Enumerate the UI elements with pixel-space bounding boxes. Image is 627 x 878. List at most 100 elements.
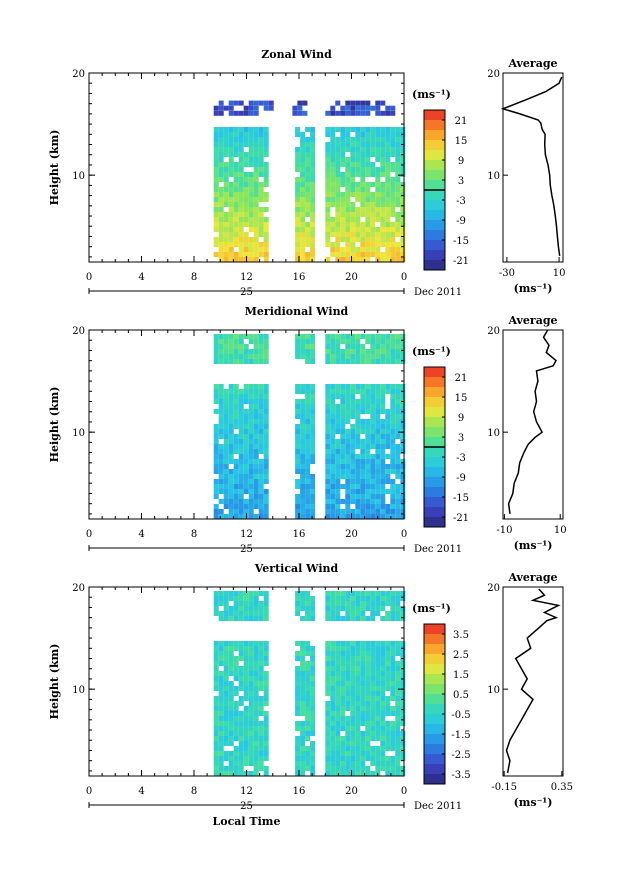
heatmap-cell — [340, 439, 346, 444]
heatmap-cell — [300, 474, 306, 479]
heatmap-cell — [355, 494, 361, 499]
heatmap-cell — [233, 726, 239, 731]
heatmap-cell — [380, 110, 386, 116]
heatmap-cell — [335, 257, 341, 262]
heatmap-cell — [233, 721, 239, 726]
heatmap-cell — [223, 222, 229, 227]
heatmap-cell — [295, 756, 301, 761]
heatmap-cell — [305, 484, 311, 489]
heatmap-cell — [228, 741, 234, 746]
y-tick-label: 20 — [72, 583, 85, 594]
heatmap-cell — [300, 334, 306, 339]
heatmap-cell — [370, 232, 376, 237]
heatmap-cell — [335, 429, 341, 434]
heatmap-cell — [390, 504, 396, 509]
heatmap-cell — [310, 661, 316, 666]
heatmap-cell — [258, 197, 264, 202]
heatmap-cell — [380, 384, 386, 389]
heatmap-cell — [395, 484, 401, 489]
heatmap-cell — [238, 177, 244, 182]
heatmap-cell — [375, 110, 381, 116]
heatmap-cell — [335, 771, 341, 776]
heatmap-cell — [345, 182, 351, 187]
heatmap-cell — [310, 751, 316, 756]
heatmap-cell — [300, 434, 306, 439]
heatmap-cell — [330, 349, 336, 354]
heatmap-cell — [375, 242, 381, 247]
heatmap-cell — [395, 334, 401, 339]
heatmap-cell — [365, 726, 371, 731]
heatmap-cell — [335, 751, 341, 756]
heatmap-cell — [335, 147, 341, 152]
heatmap-cell — [325, 721, 331, 726]
heatmap-cells — [213, 100, 406, 262]
heatmap-cell — [213, 384, 219, 389]
heatmap-cell — [335, 252, 341, 257]
heatmap-cell — [213, 132, 219, 137]
heatmap-cell — [370, 389, 376, 394]
heatmap-cell — [350, 354, 356, 359]
heatmap-cell — [248, 751, 254, 756]
heatmap-cell — [400, 449, 406, 454]
heatmap-cell — [370, 656, 376, 661]
heatmap-cell — [390, 105, 396, 111]
heatmap-cell — [365, 459, 371, 464]
heatmap-cell — [228, 661, 234, 666]
heatmap-cell — [375, 399, 381, 404]
heatmap-cell — [263, 741, 269, 746]
heatmap-cell — [213, 489, 219, 494]
heatmap-cell — [400, 167, 406, 172]
heatmap-cell — [330, 601, 336, 606]
heatmap-cell — [340, 591, 346, 596]
heatmap-cell — [248, 464, 254, 469]
heatmap-cell — [330, 147, 336, 152]
heatmap-cell — [325, 494, 331, 499]
heatmap-cell — [400, 172, 406, 177]
heatmap-cell — [395, 167, 401, 172]
heatmap-cell — [355, 721, 361, 726]
heatmap-cell — [213, 389, 219, 394]
heatmap-cell — [223, 661, 229, 666]
heatmap-cell — [213, 242, 219, 247]
heatmap-cell — [248, 479, 254, 484]
x-tick-label: 0 — [401, 272, 407, 283]
heatmap-cell — [305, 152, 311, 157]
heatmap-cell — [258, 344, 264, 349]
heatmap-cell — [390, 464, 396, 469]
heatmap-cell — [350, 454, 356, 459]
heatmap-cell — [228, 691, 234, 696]
heatmap-cell — [228, 509, 234, 514]
heatmap-cell — [248, 499, 254, 504]
heatmap-cell — [248, 409, 254, 414]
heatmap-cell — [295, 726, 301, 731]
heatmap-cell — [335, 419, 341, 424]
heatmap-cell — [253, 177, 259, 182]
heatmap-cell — [218, 434, 224, 439]
colorbar-swatch — [424, 160, 445, 171]
heatmap-cell — [223, 756, 229, 761]
heatmap-cell — [360, 247, 366, 252]
heatmap-cell — [360, 257, 366, 262]
heatmap-cell — [253, 661, 259, 666]
colorbar-swatch — [424, 507, 445, 518]
heatmap-cell — [350, 514, 356, 519]
heatmap-cell — [228, 202, 234, 207]
heatmap-cell — [335, 641, 341, 646]
heatmap-cell — [218, 661, 224, 666]
heatmap-cell — [395, 711, 401, 716]
heatmap-cell — [253, 706, 259, 711]
heatmap-cell — [325, 761, 331, 766]
heatmap-cell — [300, 247, 306, 252]
heatmap-cell — [355, 691, 361, 696]
heatmap-cell — [305, 424, 311, 429]
heatmap-cell — [325, 192, 331, 197]
heatmap-cell — [380, 212, 386, 217]
heatmap-cell — [365, 182, 371, 187]
heatmap-cell — [395, 494, 401, 499]
heatmap-cell — [380, 504, 386, 509]
heatmap-cell — [213, 152, 219, 157]
heatmap-cell — [345, 721, 351, 726]
heatmap-cell — [218, 207, 224, 212]
heatmap-cell — [243, 489, 249, 494]
heatmap-cell — [295, 641, 301, 646]
